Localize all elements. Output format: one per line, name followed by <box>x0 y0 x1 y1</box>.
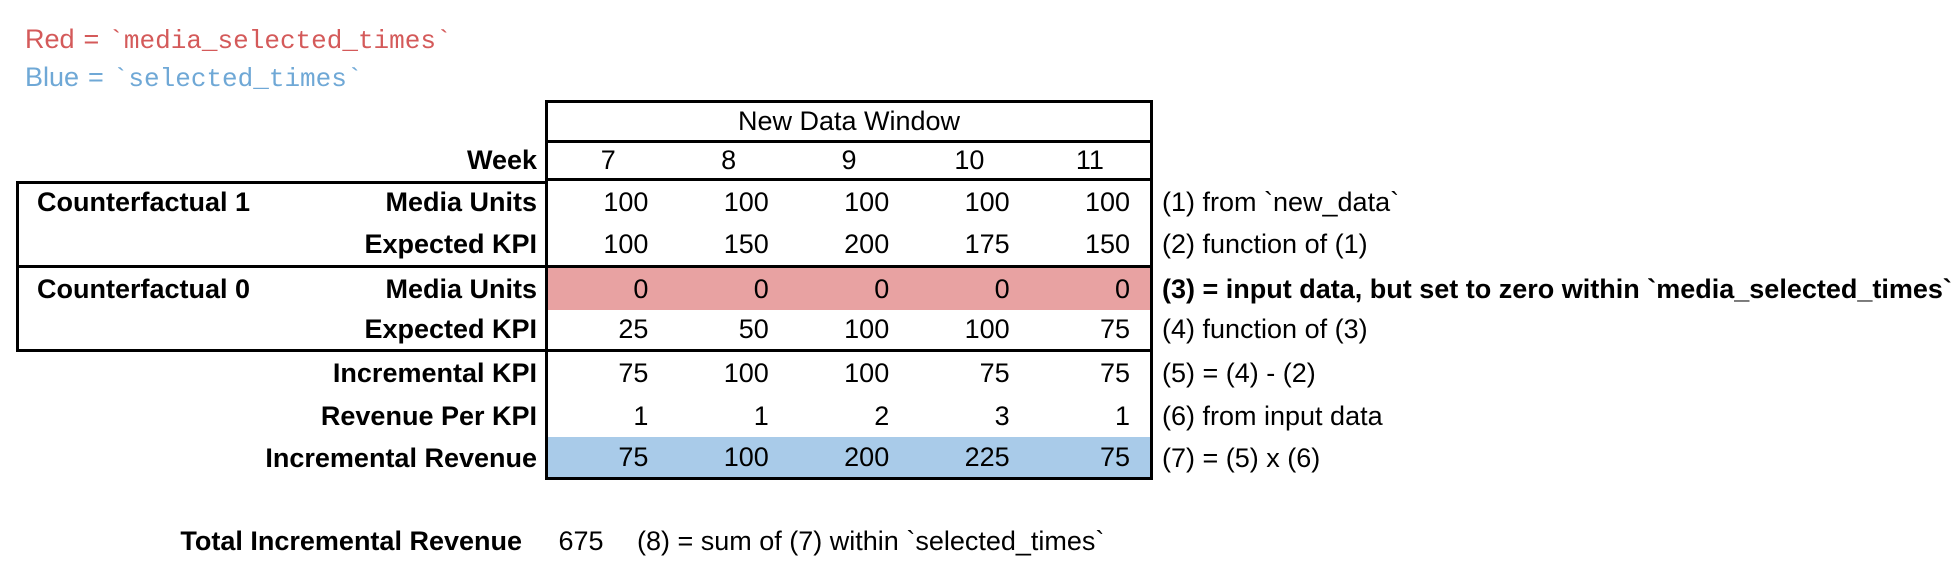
table-cell: 100 <box>603 187 649 217</box>
row-label-incremental-kpi: Incremental KPI <box>332 358 537 388</box>
incremental-revenue-row-blue-highlight: 75 100 200 225 75 <box>545 437 1153 480</box>
note-6: (6) from input data <box>1162 400 1383 431</box>
total-incremental-revenue-value: 675 <box>558 525 604 556</box>
table-cell: 0 <box>753 273 769 304</box>
table-cell: 0 <box>633 273 649 304</box>
table-cell: 100 <box>964 187 1010 217</box>
row-label-media-units-cf1: Media Units <box>385 187 537 217</box>
table-cell: 200 <box>844 229 890 259</box>
row-label-expected-kpi-cf0: Expected KPI <box>364 314 537 344</box>
table-cell: 100 <box>844 358 890 388</box>
legend-red-code: `media_selected_times` <box>108 26 452 56</box>
table-cell: 75 <box>618 441 649 472</box>
note-8: (8) = sum of (7) within `selected_times` <box>637 525 1105 556</box>
table-cell: 150 <box>1084 229 1131 259</box>
table-cell: 75 <box>979 358 1010 388</box>
note-4: (4) function of (3) <box>1162 314 1368 344</box>
row-label-expected-kpi-cf1: Expected KPI <box>364 229 537 259</box>
cf0-media-units-row-red-highlight: 0 0 0 0 0 <box>545 268 1153 310</box>
legend-blue-label: Blue <box>25 62 80 92</box>
table-cell: 3 <box>994 400 1010 431</box>
cf0-expected-kpi-row: 25 50 100 100 75 <box>545 310 1153 352</box>
note-2: (2) function of (1) <box>1162 229 1368 259</box>
legend-red-label: Red <box>25 24 75 54</box>
counterfactual-0-label: Counterfactual 0 <box>37 273 251 304</box>
table-cell: 75 <box>1099 441 1131 472</box>
table-cell: 2 <box>874 400 890 431</box>
table-cell: 100 <box>723 187 769 217</box>
counterfactual-1-label: Counterfactual 1 <box>37 187 251 217</box>
table-cell: 0 <box>1115 273 1131 304</box>
total-incremental-revenue-label: Total Incremental Revenue <box>180 525 522 556</box>
week-header-cell: 10 <box>954 145 985 175</box>
week-header-cell: 7 <box>600 145 616 175</box>
counterfactual-1-box <box>16 181 545 268</box>
table-cell: 1 <box>1115 400 1131 431</box>
row-label-incremental-revenue: Incremental Revenue <box>265 443 537 473</box>
legend-red-equals: = <box>83 24 100 54</box>
table-cell: 100 <box>964 314 1010 344</box>
note-5: (5) = (4) - (2) <box>1162 358 1316 388</box>
counterfactual-0-box <box>16 268 545 352</box>
table-cell: 0 <box>994 273 1010 304</box>
table-cell: 25 <box>618 314 649 344</box>
table-cell: 75 <box>1099 358 1131 388</box>
cf1-media-units-row: 100 100 100 100 100 <box>545 181 1153 224</box>
table-cell: 0 <box>874 273 890 304</box>
table-cell: 1 <box>633 400 649 431</box>
table-cell: 100 <box>723 358 769 388</box>
table-cell: 100 <box>723 441 769 472</box>
cf1-expected-kpi-row: 100 150 200 175 150 <box>545 224 1153 268</box>
table-cell: 225 <box>964 441 1010 472</box>
week-header-row: 7 8 9 10 11 <box>545 143 1153 181</box>
new-data-window-header: New Data Window <box>545 100 1153 143</box>
table-cell: 1 <box>753 400 769 431</box>
table-cell: 150 <box>723 229 769 259</box>
note-3: (3) = input data, but set to zero within… <box>1162 273 1952 304</box>
legend-blue-code: `selected_times` <box>112 64 363 94</box>
table-cell: 75 <box>1099 314 1131 344</box>
table-cell: 100 <box>603 229 649 259</box>
week-row-label: Week <box>466 145 537 175</box>
legend-red-line: Red = `media_selected_times` <box>25 24 452 56</box>
table-cell: 100 <box>1084 187 1131 217</box>
row-label-media-units-cf0: Media Units <box>385 273 537 304</box>
row-label-revenue-per-kpi: Revenue Per KPI <box>320 400 537 431</box>
legend-blue-equals: = <box>88 62 104 92</box>
table-cell: 50 <box>738 314 769 344</box>
table-cell: 175 <box>964 229 1010 259</box>
week-header-cell: 11 <box>1075 145 1104 175</box>
table-cell: 200 <box>844 441 890 472</box>
legend-blue-line: Blue = `selected_times` <box>25 62 362 94</box>
table-cell: 100 <box>844 314 890 344</box>
table-cell: 75 <box>618 358 649 388</box>
note-1: (1) from `new_data` <box>1162 187 1400 217</box>
note-7: (7) = (5) x (6) <box>1162 443 1321 473</box>
week-header-cell: 9 <box>841 145 857 175</box>
table-cell: 100 <box>844 187 890 217</box>
week-header-cell: 8 <box>721 145 737 175</box>
revenue-per-kpi-row: 1 1 2 3 1 <box>545 395 1153 437</box>
incremental-kpi-row: 75 100 100 75 75 <box>545 352 1153 395</box>
counterfactual-table: New Data Window 7 8 9 10 11 100 100 100 … <box>545 100 1153 480</box>
